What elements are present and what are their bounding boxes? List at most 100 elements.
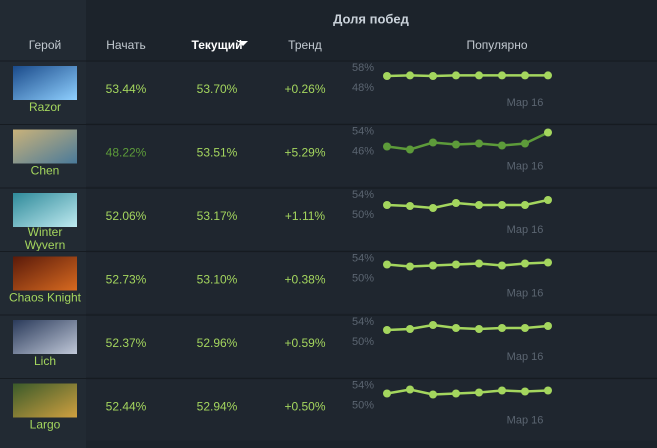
trend-value: +1.11%	[285, 209, 325, 223]
hero-name[interactable]: Largo	[30, 418, 61, 432]
hero-portrait[interactable]	[13, 256, 77, 291]
trend-value: +0.38%	[284, 273, 325, 287]
spark-point	[383, 142, 391, 151]
row-bg	[86, 62, 657, 123]
spark-point	[544, 128, 552, 137]
spark-point	[383, 326, 391, 334]
spark-point	[452, 324, 460, 332]
hero-name[interactable]: Razor	[29, 100, 61, 114]
hero-portrait[interactable]	[13, 383, 77, 418]
current-value: 53.51%	[197, 146, 238, 160]
spark-point	[452, 140, 460, 149]
hero-portrait[interactable]	[13, 193, 77, 227]
spark-point	[475, 201, 483, 209]
row-bg	[86, 379, 657, 441]
column-header[interactable]: Популярно	[466, 38, 527, 52]
column-header[interactable]: Текущий	[192, 38, 243, 52]
spark-point	[544, 71, 552, 80]
spark-date: Мар 16	[507, 160, 544, 172]
trend-value: +0.50%	[284, 400, 325, 414]
hero-portrait[interactable]	[13, 66, 77, 100]
spark-point	[475, 259, 483, 268]
hero-name[interactable]: Wyvern	[25, 238, 66, 252]
current-value: 53.17%	[197, 209, 238, 223]
spark-tick-label: 54%	[352, 316, 374, 328]
hero-portrait[interactable]	[13, 129, 77, 164]
spark-tick-label: 50%	[352, 399, 374, 411]
row-bg	[86, 316, 657, 377]
trend-value: +5.29%	[284, 146, 325, 160]
spark-point	[429, 261, 437, 270]
current-value: 53.70%	[197, 82, 238, 96]
start-value: 52.44%	[106, 400, 147, 414]
spark-point	[452, 389, 460, 398]
start-value: 52.37%	[106, 336, 147, 350]
spark-date: Мар 16	[507, 97, 544, 109]
spark-point	[521, 71, 529, 80]
spark-point	[429, 138, 437, 147]
column-header[interactable]: Герой	[29, 38, 61, 52]
sort-arrow	[238, 41, 248, 46]
spark-point	[406, 71, 414, 80]
row-bg	[86, 189, 657, 250]
spark-point	[498, 261, 506, 270]
spark-point	[498, 141, 506, 150]
spark-tick-label: 50%	[352, 272, 374, 284]
spark-point	[429, 72, 437, 80]
hero-name[interactable]: Winter	[28, 225, 63, 239]
spark-point	[544, 196, 552, 204]
spark-point	[383, 72, 391, 80]
spark-point	[383, 389, 391, 398]
group-title: Доля побед	[333, 11, 410, 26]
hero-name[interactable]: Chen	[31, 164, 60, 178]
hero-name[interactable]: Chaos Knight	[9, 291, 82, 305]
spark-point	[544, 386, 552, 395]
spark-point	[475, 388, 483, 397]
spark-point	[429, 390, 437, 399]
spark-point	[406, 325, 414, 333]
spark-date: Мар 16	[507, 287, 544, 299]
trend-value: +0.26%	[284, 82, 325, 96]
start-value: 52.06%	[106, 209, 147, 223]
spark-point	[521, 139, 529, 148]
spark-point	[429, 321, 437, 329]
spark-point	[452, 71, 460, 80]
trend-value: +0.59%	[284, 336, 325, 350]
spark-point	[406, 202, 414, 210]
spark-tick-label: 58%	[352, 62, 374, 74]
spark-tick-label: 46%	[352, 145, 374, 157]
spark-point	[498, 324, 506, 332]
start-value: 53.44%	[106, 82, 147, 96]
hero-portrait[interactable]	[13, 320, 77, 354]
spark-tick-label: 50%	[352, 209, 374, 221]
spark-tick-label: 54%	[352, 252, 374, 264]
spark-point	[475, 325, 483, 333]
spark-point	[383, 260, 391, 269]
row-bg	[86, 252, 657, 314]
hero-name[interactable]: Lich	[34, 354, 56, 368]
spark-tick-label: 48%	[352, 82, 374, 94]
spark-tick-label: 54%	[352, 379, 374, 391]
current-value: 52.96%	[197, 336, 238, 350]
spark-point	[452, 199, 460, 207]
start-value: 52.73%	[106, 273, 147, 287]
spark-tick-label: 54%	[352, 125, 374, 137]
spark-point	[383, 201, 391, 209]
current-value: 52.94%	[197, 400, 238, 414]
spark-date: Мар 16	[507, 414, 544, 426]
spark-point	[521, 259, 529, 268]
column-header[interactable]: Начать	[106, 38, 146, 52]
spark-tick-label: 54%	[352, 189, 374, 201]
spark-point	[475, 139, 483, 148]
spark-point	[544, 322, 552, 330]
spark-point	[498, 201, 506, 209]
current-value: 53.10%	[197, 273, 238, 287]
spark-point	[406, 262, 414, 271]
column-header[interactable]: Тренд	[288, 38, 322, 52]
spark-point	[521, 324, 529, 332]
spark-point	[544, 258, 552, 267]
spark-date: Мар 16	[507, 224, 544, 236]
spark-point	[521, 201, 529, 209]
spark-point	[406, 145, 414, 154]
